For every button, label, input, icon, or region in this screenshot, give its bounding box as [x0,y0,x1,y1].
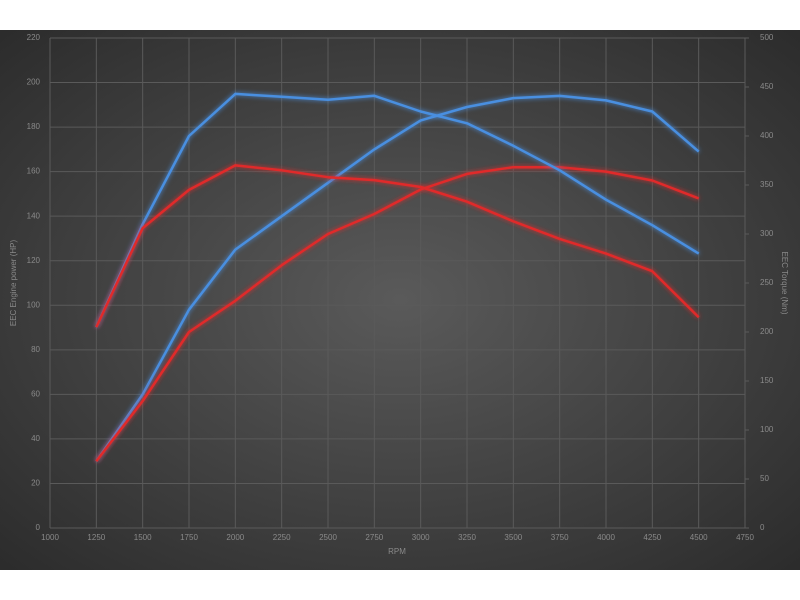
y2-tick-label: 400 [760,131,774,140]
x-tick-label: 3250 [458,533,476,542]
y2-tick-label: 200 [760,327,774,336]
x-tick-label: 1250 [87,533,105,542]
y2-tick-label: 0 [760,523,765,532]
x-tick-label: 1750 [180,533,198,542]
y-tick-label: 140 [27,211,41,220]
series-line [95,92,700,328]
x-tick-label: 3000 [412,533,430,542]
x-tick-label: 4250 [643,533,661,542]
x-axis-label: RPM [388,547,406,556]
y2-tick-label: 250 [760,278,774,287]
x-tick-label: 4500 [690,533,708,542]
x-tick-label: 4000 [597,533,615,542]
y2-tick-label: 450 [760,82,774,91]
x-tick-label: 1500 [134,533,152,542]
series-line [95,164,700,328]
y2-tick-label: 150 [760,376,774,385]
y2-tick-label: 350 [760,180,774,189]
x-tick-label: 2750 [365,533,383,542]
y2-tick-label: 50 [760,474,769,483]
y-tick-label: 160 [27,167,41,176]
y2-tick-label: 100 [760,425,774,434]
y-tick-label: 40 [31,434,40,443]
y-tick-label: 20 [31,479,40,488]
x-tick-label: 3500 [504,533,522,542]
background [0,30,800,570]
x-tick-label: 2250 [273,533,291,542]
x-tick-label: 2000 [226,533,244,542]
x-tick-label: 3750 [551,533,569,542]
y-tick-label: 220 [27,33,41,42]
x-tick-label: 2500 [319,533,337,542]
y-tick-label: 120 [27,256,41,265]
series-line [95,165,700,462]
y-tick-label: 60 [31,389,40,398]
series-line [95,94,700,462]
y-axis-label: EEC Engine power (HP) [9,240,18,327]
y-tick-label: 180 [27,122,41,131]
y-tick-label: 100 [27,300,41,309]
x-tick-label: 1000 [41,533,59,542]
y-tick-label: 200 [27,78,41,87]
x-tick-label: 4750 [736,533,754,542]
y2-tick-label: 300 [760,229,774,238]
y-tick-label: 0 [36,523,41,532]
y2-axis-label: EEC Torque (Nm) [780,252,789,315]
y2-tick-label: 500 [760,33,774,42]
y-tick-label: 80 [31,345,40,354]
